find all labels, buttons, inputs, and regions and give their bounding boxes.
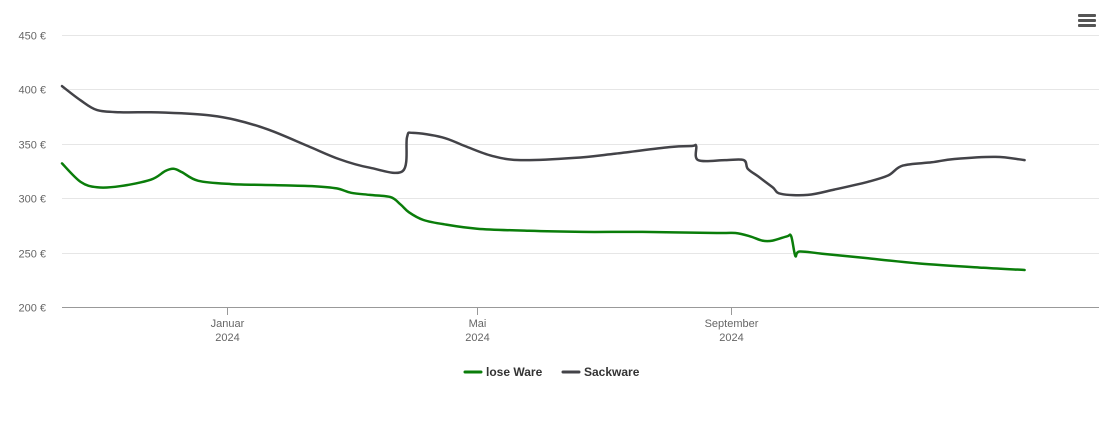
x-axis: Januar 2024 Mai 2024 September 2024: [62, 307, 1099, 344]
x-tick-label: Mai: [469, 318, 487, 330]
legend[interactable]: lose Ware Sackware: [463, 365, 640, 379]
grid-lines: [62, 35, 1099, 254]
y-axis-labels: 200 € 250 € 300 € 350 € 400 € 450 €: [18, 31, 46, 315]
legend-label: lose Ware: [486, 365, 543, 379]
x-tick-label: Januar: [211, 318, 245, 330]
x-tick-sublabel: 2024: [719, 332, 743, 344]
x-tick-sublabel: 2024: [215, 332, 239, 344]
legend-label: Sackware: [584, 365, 640, 379]
y-tick-label: 450 €: [18, 31, 46, 43]
legend-item[interactable]: Sackware: [561, 365, 640, 379]
y-tick-label: 350 €: [18, 140, 46, 152]
y-tick-label: 300 €: [18, 194, 46, 206]
y-tick-label: 400 €: [18, 85, 46, 97]
legend-item[interactable]: lose Ware: [463, 365, 543, 379]
x-tick-label: September: [705, 318, 759, 330]
series-line[interactable]: [60, 84, 1026, 197]
hamburger-menu-icon[interactable]: [1076, 11, 1098, 31]
x-tick-sublabel: 2024: [465, 332, 489, 344]
y-tick-label: 200 €: [18, 303, 46, 315]
series-line[interactable]: [60, 162, 1026, 272]
series-lines: [60, 84, 1026, 272]
y-tick-label: 250 €: [18, 249, 46, 261]
